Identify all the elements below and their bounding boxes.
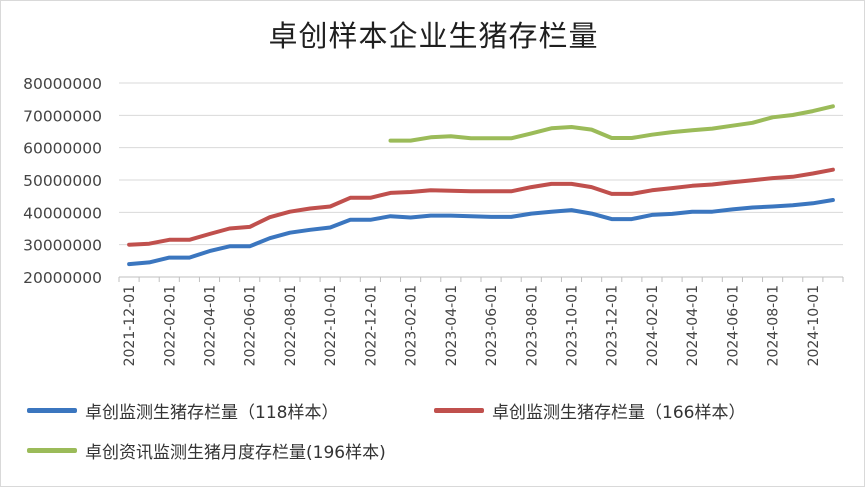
legend-item-196: 卓创资讯监测生猪月度存栏量(196样本) bbox=[27, 438, 386, 463]
x-tick-label-0: 2021-12-01 bbox=[122, 285, 138, 366]
series-line-1 bbox=[127, 167, 835, 247]
legend-swatch-118 bbox=[27, 407, 77, 413]
series-line-0 bbox=[127, 198, 835, 267]
legend-item-166: 卓创监测生猪存栏量（166样本） bbox=[434, 398, 746, 423]
x-tick-label-14: 2024-04-01 bbox=[685, 285, 701, 366]
x-tick-label-15: 2024-06-01 bbox=[725, 285, 741, 366]
x-tick-label-10: 2023-08-01 bbox=[524, 285, 540, 366]
chart-title: 卓创样本企业生猪存栏量 bbox=[268, 19, 599, 53]
series-line-2 bbox=[388, 104, 835, 143]
y-tick-label-0: 20000000 bbox=[23, 269, 102, 287]
y-tick-label-3: 50000000 bbox=[23, 172, 102, 190]
x-tick-label-16: 2024-08-01 bbox=[766, 285, 782, 366]
x-tick-label-7: 2023-02-01 bbox=[404, 285, 420, 366]
x-tick-label-1: 2022-02-01 bbox=[162, 285, 178, 366]
legend-label-166: 卓创监测生猪存栏量（166样本） bbox=[492, 402, 746, 423]
legend-swatch-196 bbox=[27, 447, 77, 453]
x-tick-label-8: 2023-04-01 bbox=[444, 285, 460, 366]
y-tick-label-4: 60000000 bbox=[23, 140, 102, 158]
x-tick-label-13: 2024-02-01 bbox=[645, 285, 661, 366]
legend-swatch-166 bbox=[434, 407, 484, 413]
x-tick-label-12: 2023-12-01 bbox=[605, 285, 621, 366]
legend-label-118: 卓创监测生猪存栏量（118样本） bbox=[85, 402, 339, 423]
x-tick-label-2: 2022-04-01 bbox=[203, 285, 219, 366]
x-tick-label-9: 2023-06-01 bbox=[484, 285, 500, 366]
x-tick-label-3: 2022-06-01 bbox=[243, 285, 259, 366]
x-tick-label-6: 2022-12-01 bbox=[363, 285, 379, 366]
y-tick-label-5: 70000000 bbox=[23, 107, 102, 125]
y-tick-label-6: 80000000 bbox=[23, 75, 102, 93]
legend-label-196: 卓创资讯监测生猪月度存栏量(196样本) bbox=[85, 442, 386, 463]
x-tick-label-11: 2023-10-01 bbox=[565, 285, 581, 366]
x-tick-label-17: 2024-10-01 bbox=[806, 285, 822, 366]
x-tick-label-4: 2022-08-01 bbox=[283, 285, 299, 366]
x-tick-label-5: 2022-10-01 bbox=[323, 285, 339, 366]
y-tick-label-2: 40000000 bbox=[23, 204, 102, 222]
legend-item-118: 卓创监测生猪存栏量（118样本） bbox=[27, 398, 339, 423]
y-tick-label-1: 30000000 bbox=[23, 237, 102, 255]
